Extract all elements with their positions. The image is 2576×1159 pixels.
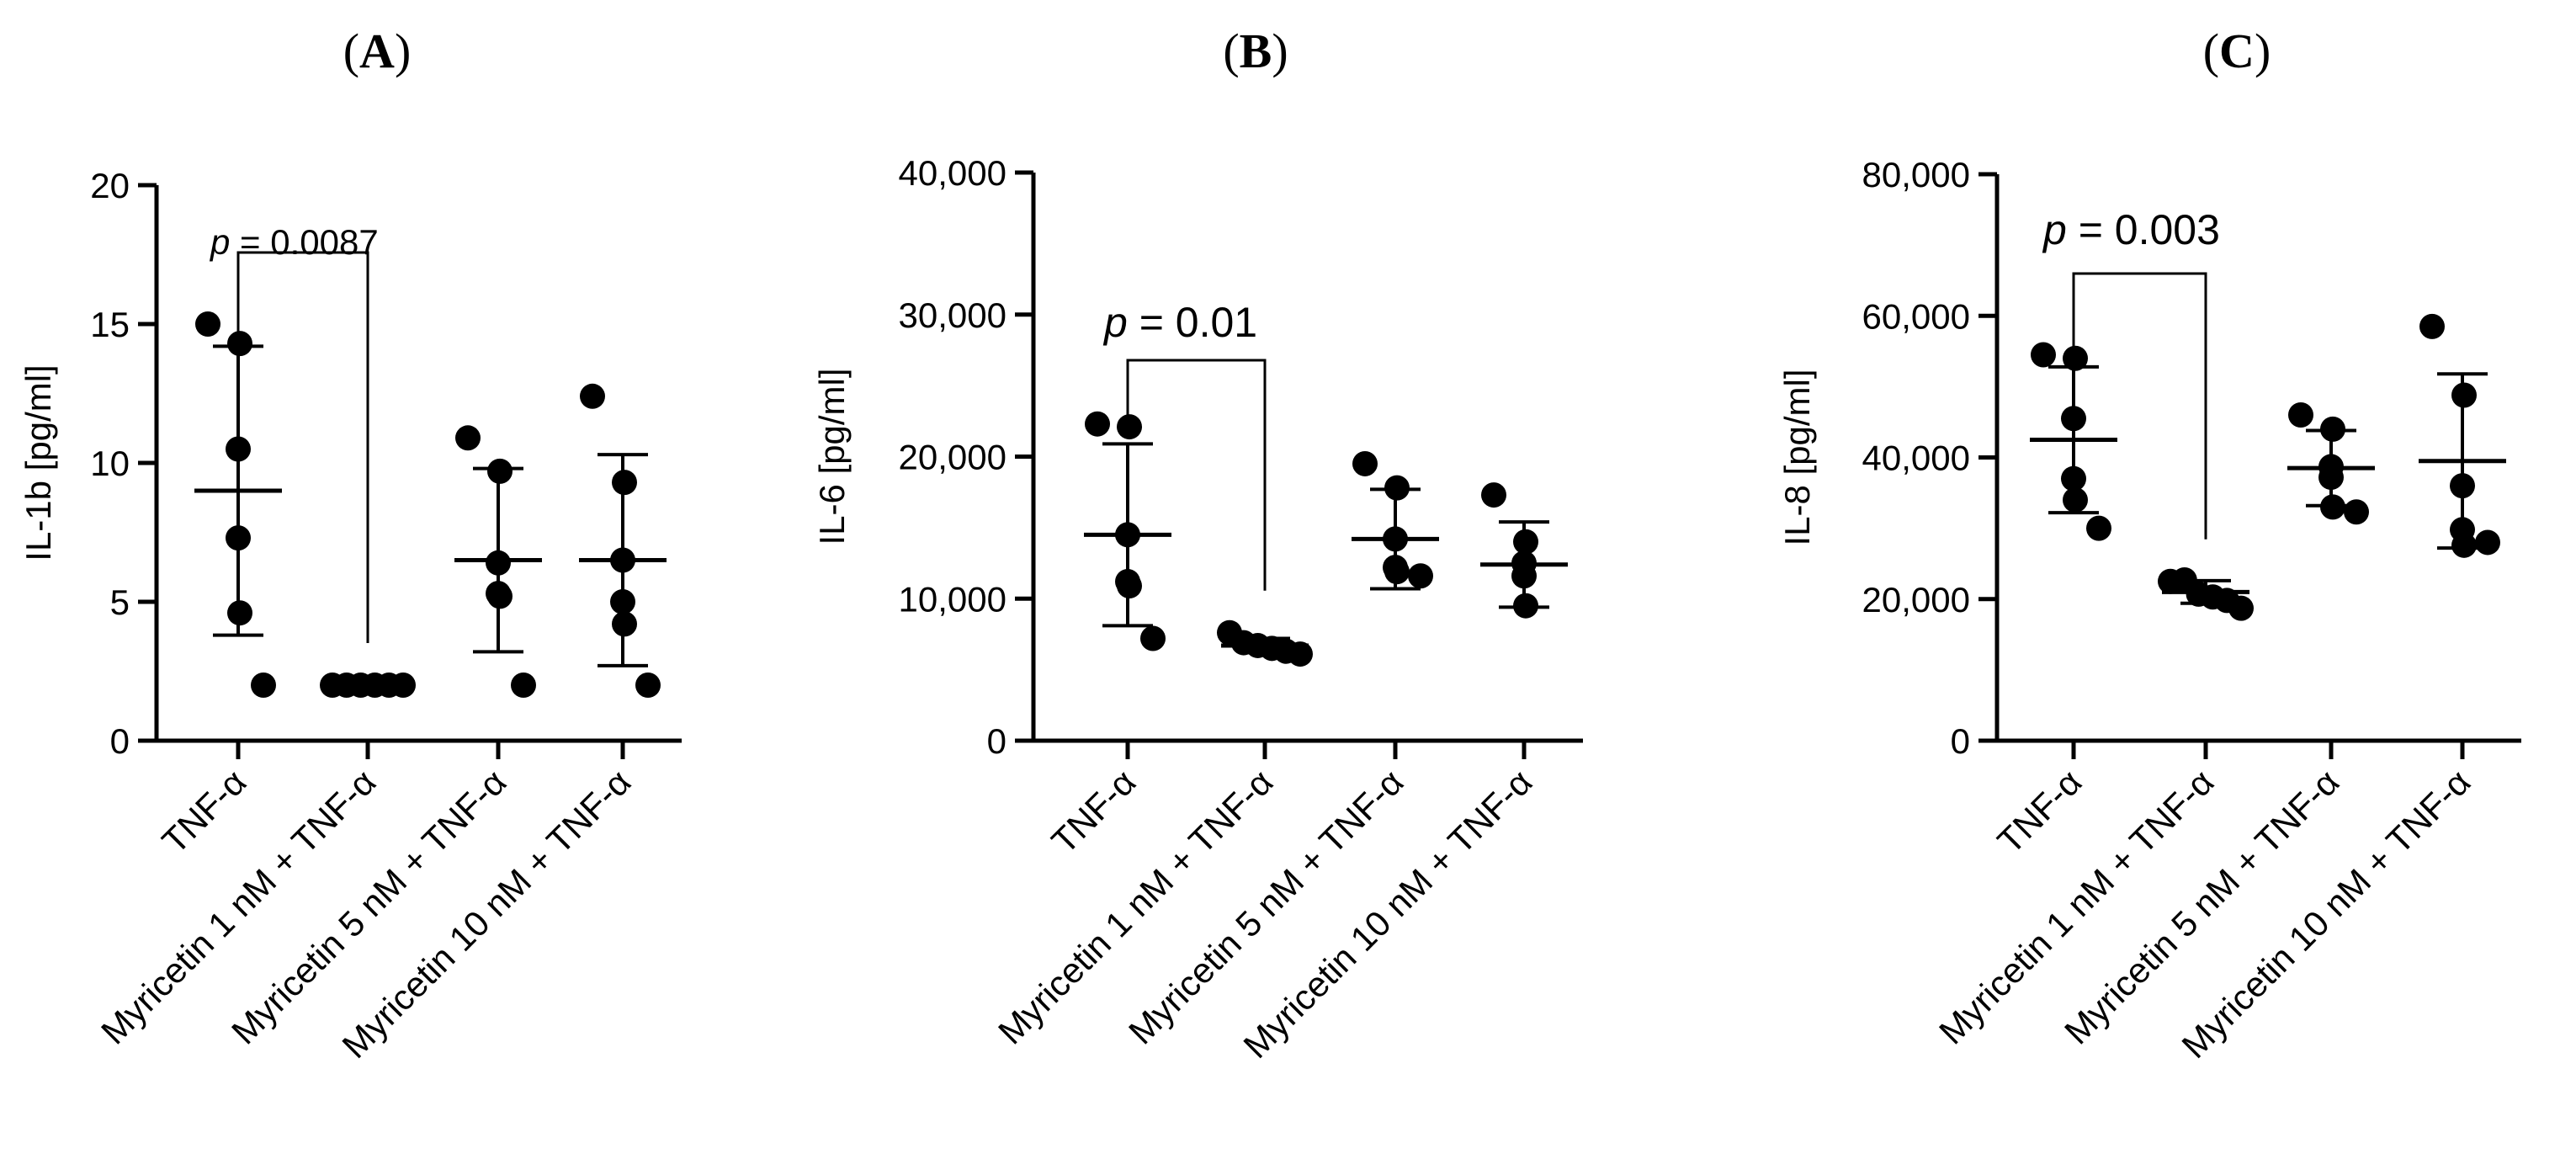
data-point — [2063, 486, 2088, 513]
x-tick-label: TNF-α — [1989, 762, 2089, 861]
data-point — [2344, 499, 2369, 525]
y-tick-label: 20,000 — [899, 438, 1006, 477]
data-point — [1383, 526, 1408, 552]
y-tick-label: 20 — [90, 166, 130, 205]
p-symbol: p — [209, 222, 230, 262]
data-point — [2451, 532, 2477, 558]
p-value: = 0.01 — [1128, 299, 1257, 346]
x-tick-label: TNF-α — [154, 762, 253, 861]
data-point — [1085, 411, 1110, 437]
data-point — [2318, 465, 2344, 491]
y-axis-title: IL-1b [pg/ml] — [19, 364, 58, 561]
p-value-label: p = 0.01 — [1102, 299, 1257, 346]
panel-label: (A) — [343, 24, 412, 78]
data-point — [1352, 450, 1378, 476]
data-point — [612, 470, 637, 496]
y-tick-label: 10,000 — [899, 579, 1006, 619]
data-point — [1384, 475, 1410, 501]
significance-bracket — [2072, 272, 2207, 540]
data-point — [2288, 402, 2313, 428]
p-symbol: p — [1102, 299, 1128, 346]
y-axis-title: IL-8 [pg/ml] — [1777, 369, 1817, 545]
data-point — [2450, 473, 2475, 499]
panel-letter: C — [2219, 24, 2255, 78]
y-tick-label: 0 — [110, 721, 130, 761]
panel-letter: B — [1240, 24, 1272, 78]
panel-label: (B) — [1223, 24, 1288, 78]
data-point — [635, 673, 661, 698]
y-tick-label: 80,000 — [1862, 155, 1970, 194]
y-tick-label: 60,000 — [1862, 296, 1970, 336]
data-point — [226, 525, 251, 551]
data-point — [610, 547, 635, 573]
data-point — [610, 589, 635, 614]
y-tick-label: 30,000 — [899, 295, 1006, 335]
data-point — [1117, 414, 1142, 440]
data-point — [487, 583, 513, 609]
y-tick-label: 10 — [90, 444, 130, 483]
y-tick-label: 0 — [987, 721, 1006, 761]
data-point — [1513, 593, 1538, 619]
data-point — [2419, 313, 2445, 339]
data-point — [390, 673, 416, 698]
y-tick-label: 40,000 — [1862, 439, 1970, 478]
panel-label: (C) — [2203, 24, 2271, 78]
chart-panel-c: (C) 0 20,000 40,000 60,000 80,000 IL-8 [pg/ml]… — [1777, 24, 2521, 1066]
data-point — [227, 600, 252, 626]
significance-bracket — [1126, 359, 1267, 591]
data-point — [487, 458, 513, 484]
data-point — [2063, 345, 2088, 371]
data-point — [580, 383, 605, 409]
data-point — [1513, 529, 1538, 555]
p-value-label: p = 0.003 — [2042, 206, 2220, 253]
data-point — [2475, 529, 2500, 556]
data-point — [1384, 559, 1410, 585]
data-point — [455, 425, 481, 451]
y-tick-label: 40,000 — [899, 153, 1006, 193]
data-point — [195, 311, 220, 337]
p-symbol: p — [2042, 206, 2067, 253]
p-value-label: p = 0.0087 — [209, 222, 379, 262]
data-point — [2031, 342, 2056, 368]
panel-letter: A — [359, 24, 395, 78]
data-point — [2228, 595, 2254, 621]
significance-bracket — [236, 251, 369, 643]
data-point — [227, 331, 252, 357]
x-tick-label: TNF-α — [1044, 762, 1143, 861]
data-point — [1481, 482, 1506, 508]
y-axis-title: IL-6 [pg/ml] — [812, 368, 852, 545]
p-value: = 0.0087 — [230, 222, 378, 262]
data-point — [2061, 406, 2086, 432]
data-point — [1511, 563, 1537, 589]
data-point — [1115, 522, 1140, 548]
chart-panel-b: (B) 0 10,000 20,000 30,000 40,000 IL-6 [pg/ml]… — [812, 24, 1583, 1066]
data-point — [1140, 625, 1166, 651]
y-tick-label: 0 — [1951, 721, 1970, 761]
data-point — [1117, 573, 1142, 599]
data-point — [1408, 563, 1433, 589]
y-tick-label: 5 — [110, 582, 130, 622]
data-point — [2320, 494, 2345, 520]
data-point — [2086, 515, 2111, 541]
data-point — [251, 673, 276, 698]
y-tick-label: 20,000 — [1862, 580, 1970, 619]
y-tick-label: 15 — [90, 305, 130, 344]
p-value: = 0.003 — [2067, 206, 2220, 253]
data-point — [2061, 465, 2086, 492]
data-point — [1288, 641, 1313, 667]
data-point — [226, 436, 251, 462]
data-point — [486, 550, 511, 576]
data-point — [2320, 416, 2345, 442]
data-point — [2451, 382, 2477, 408]
data-point — [612, 611, 637, 637]
data-point — [511, 673, 536, 698]
